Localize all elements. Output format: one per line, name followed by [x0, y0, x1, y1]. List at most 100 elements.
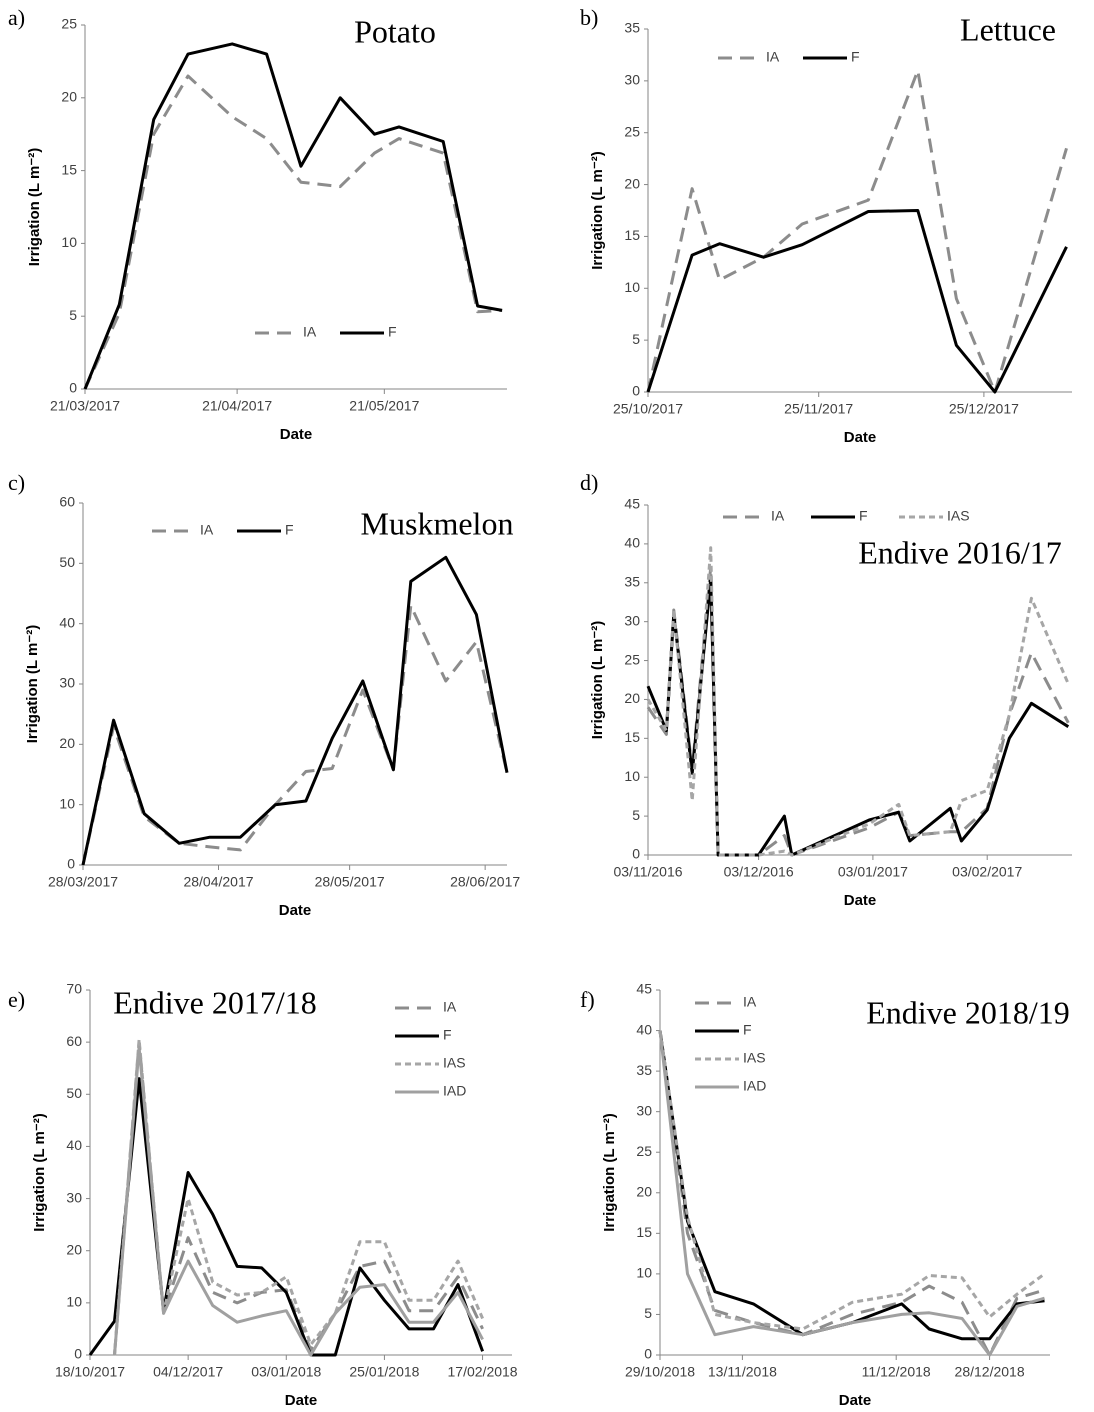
x-tick-label: 25/12/2017 [949, 401, 1019, 417]
y-tick-label: 10 [66, 1294, 82, 1310]
legend-label: IA [200, 522, 214, 538]
x-tick-label: 11/12/2018 [862, 1364, 931, 1380]
y-tick-label: 0 [632, 383, 640, 399]
x-tick-label: 03/01/2017 [838, 864, 908, 880]
chart-title: Endive 2016/17 [858, 534, 1062, 570]
x-axis-label: Date [844, 892, 877, 909]
x-tick-label: 29/10/2018 [625, 1364, 695, 1380]
panel-label: d) [580, 470, 598, 495]
panel-label: a) [8, 5, 25, 30]
y-tick-label: 15 [61, 161, 77, 177]
x-tick-label: 03/12/2016 [724, 864, 794, 880]
x-tick-label: 28/04/2017 [183, 874, 253, 890]
y-tick-label: 0 [74, 1346, 82, 1362]
legend-label: IAS [743, 1050, 766, 1066]
legend-label: IAS [443, 1055, 466, 1071]
y-tick-label: 35 [624, 573, 640, 589]
y-axis-label: Irrigation (L m⁻²) [601, 1113, 618, 1231]
panel-label: b) [580, 5, 598, 30]
panel-label: f) [580, 987, 595, 1012]
x-tick-label: 18/10/2017 [55, 1364, 125, 1380]
y-axis-label: Irrigation (L m⁻²) [26, 148, 43, 266]
y-tick-label: 15 [624, 729, 640, 745]
y-tick-label: 10 [59, 795, 75, 811]
x-tick-label: 21/03/2017 [50, 398, 120, 414]
y-tick-label: 70 [66, 981, 82, 997]
y-tick-label: 10 [624, 279, 640, 295]
series-line [646, 69, 1068, 394]
y-tick-label: 30 [624, 612, 640, 628]
series-line [646, 577, 1070, 857]
y-tick-label: 15 [636, 1224, 652, 1240]
y-tick-label: 40 [66, 1137, 82, 1153]
panel-label: e) [8, 987, 25, 1012]
series-line [646, 546, 1070, 857]
chart-title: Endive 2017/18 [113, 984, 317, 1020]
legend-label: F [443, 1027, 452, 1043]
series-line [113, 1045, 484, 1357]
y-tick-label: 25 [624, 123, 640, 139]
legend-label: IAD [443, 1083, 466, 1099]
y-tick-label: 5 [632, 807, 640, 823]
legend-label: F [851, 49, 860, 65]
y-tick-label: 35 [624, 20, 640, 36]
y-tick-label: 20 [61, 89, 77, 105]
series-line [81, 604, 509, 866]
series-line [658, 1030, 1046, 1331]
y-tick-label: 30 [59, 675, 75, 691]
y-tick-label: 60 [59, 494, 75, 510]
x-tick-label: 25/01/2018 [349, 1364, 419, 1380]
y-tick-label: 40 [59, 614, 75, 630]
series-line [658, 1030, 1045, 1341]
y-tick-label: 40 [636, 1021, 652, 1037]
x-tick-label: 03/11/2016 [613, 864, 682, 880]
x-tick-label: 25/11/2017 [784, 401, 853, 417]
chart-title: Potato [354, 13, 436, 49]
y-tick-label: 30 [66, 1189, 82, 1205]
legend-label: IA [443, 999, 457, 1015]
x-tick-label: 13/11/2018 [708, 1364, 777, 1380]
x-tick-label: 25/10/2017 [613, 401, 683, 417]
legend-label: IA [771, 508, 785, 524]
x-axis-label: Date [285, 1392, 318, 1409]
x-axis-label: Date [844, 429, 877, 446]
chart-title: Endive 2018/19 [866, 994, 1070, 1030]
x-tick-label: 28/05/2017 [315, 874, 385, 890]
y-tick-label: 25 [61, 16, 77, 32]
y-tick-label: 45 [624, 496, 640, 512]
y-tick-label: 10 [636, 1265, 652, 1281]
y-tick-label: 35 [636, 1062, 652, 1078]
series-line [83, 74, 503, 390]
series-line [646, 209, 1068, 394]
y-tick-label: 5 [644, 1305, 652, 1321]
y-tick-label: 60 [66, 1033, 82, 1049]
y-tick-label: 5 [632, 331, 640, 347]
x-tick-label: 28/03/2017 [48, 874, 118, 890]
legend-label: IA [303, 324, 317, 340]
x-tick-label: 21/04/2017 [202, 398, 272, 414]
y-tick-label: 10 [624, 768, 640, 784]
y-tick-label: 20 [636, 1183, 652, 1199]
y-axis-label: Irrigation (L m⁻²) [589, 621, 606, 739]
series-line [658, 1030, 1045, 1357]
y-tick-label: 50 [66, 1085, 82, 1101]
legend-label: F [388, 324, 397, 340]
y-tick-label: 5 [69, 307, 77, 323]
chart-title: Lettuce [960, 11, 1056, 47]
y-tick-label: 25 [636, 1143, 652, 1159]
legend-label: IA [766, 49, 780, 65]
y-tick-label: 0 [67, 856, 75, 872]
panel-label: c) [8, 470, 25, 495]
series-line [658, 1030, 1045, 1357]
x-axis-label: Date [839, 1392, 872, 1409]
y-tick-label: 0 [632, 846, 640, 862]
y-axis-label: Irrigation (L m⁻²) [31, 1113, 48, 1231]
legend-label: IAS [947, 508, 970, 524]
x-tick-label: 28/12/2018 [955, 1364, 1025, 1380]
y-tick-label: 15 [624, 227, 640, 243]
y-tick-label: 30 [624, 72, 640, 88]
y-tick-label: 25 [624, 651, 640, 667]
chart-title: Muskmelon [361, 505, 514, 541]
x-axis-label: Date [279, 902, 312, 919]
